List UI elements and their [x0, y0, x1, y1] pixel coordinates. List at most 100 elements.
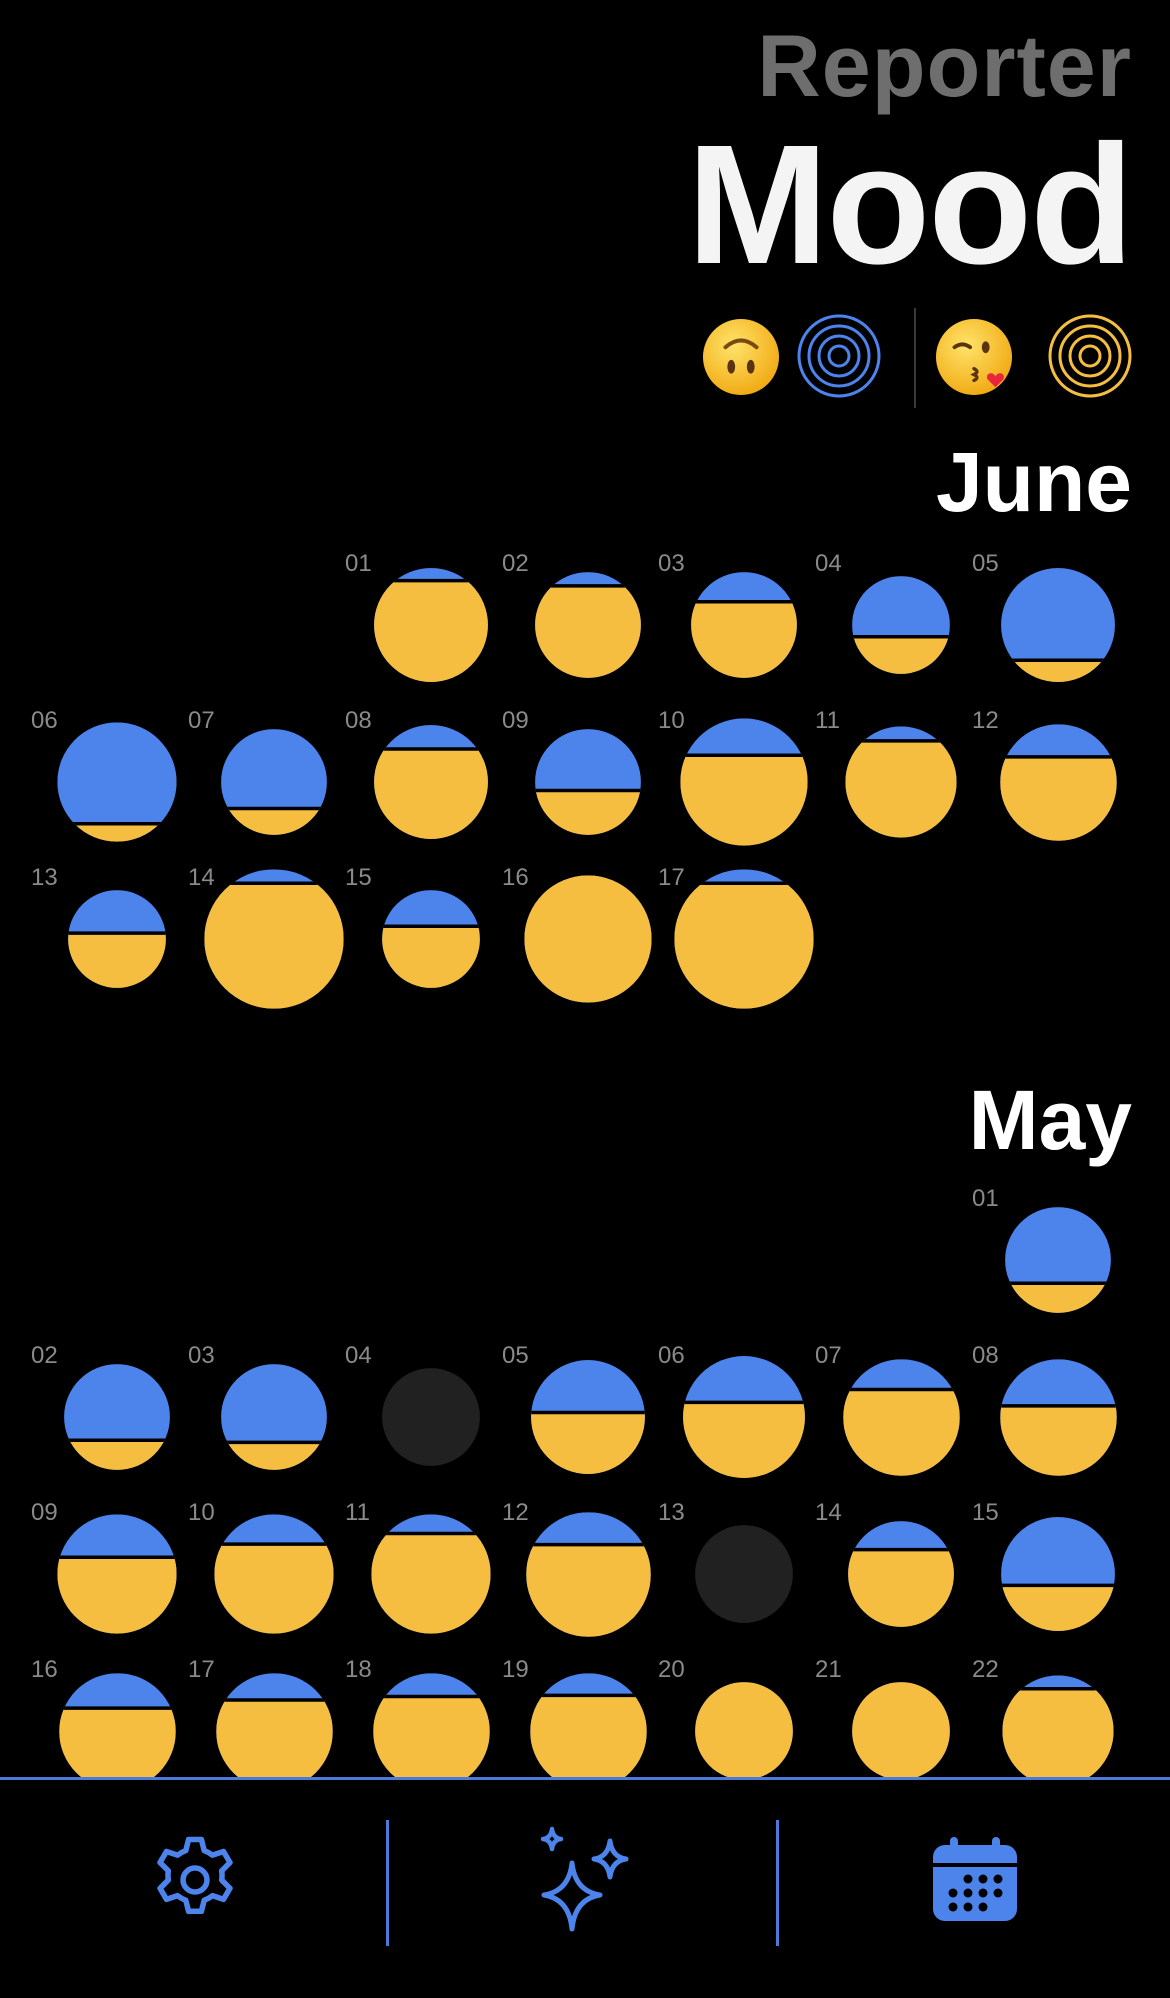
day-mood-circle[interactable] [61, 1361, 173, 1473]
mood-high-segment [842, 1389, 960, 1476]
day-label: 16 [31, 1656, 58, 1683]
app-subtitle: Reporter [757, 16, 1132, 115]
mood-high-segment [691, 601, 797, 678]
day-mood-circle[interactable] [54, 719, 180, 845]
day-mood-circle[interactable] [998, 1514, 1118, 1634]
day-mood-circle[interactable] [218, 726, 330, 838]
day-mood-circle[interactable] [671, 866, 817, 1012]
calendar-button[interactable] [915, 1820, 1035, 1940]
day-mood-circle[interactable] [849, 573, 953, 677]
day-mood-circle[interactable] [842, 723, 960, 841]
day-label: 09 [31, 1499, 58, 1526]
legend-divider [914, 308, 916, 408]
mood-high-segment [382, 926, 480, 988]
day-mood-circle[interactable] [218, 1361, 330, 1473]
day-mood-circle[interactable] [680, 1353, 808, 1481]
day-mood-circle[interactable] [54, 1511, 180, 1637]
day-label: 20 [658, 1656, 685, 1683]
day-mood-circle[interactable] [371, 565, 491, 685]
day-label: 14 [815, 1499, 842, 1526]
page-title: Mood [686, 110, 1134, 300]
day-mood-circle[interactable] [211, 1511, 337, 1637]
day-mood-circle[interactable] [371, 722, 491, 842]
day-mood-circle[interactable] [201, 866, 347, 1012]
day-mood-circle[interactable] [998, 565, 1118, 685]
mood-high-segment [845, 740, 957, 838]
day-mood-circle[interactable] [688, 569, 800, 681]
high-mood-rings-icon [1048, 314, 1132, 398]
upside-down-face-icon [702, 318, 780, 396]
gear-icon [157, 1836, 233, 1915]
mood-high-segment [680, 755, 808, 846]
mood-high-segment [215, 1699, 333, 1790]
day-label: 04 [815, 550, 842, 577]
mood-high-segment [999, 1405, 1117, 1476]
day-mood-circle[interactable] [692, 1522, 796, 1626]
mood-low-segment [57, 722, 177, 842]
mood-high-segment [204, 883, 344, 1009]
mood-high-segment [214, 1544, 334, 1634]
day-mood-circle[interactable] [1002, 1204, 1114, 1316]
day-mood-circle[interactable] [528, 1357, 648, 1477]
mood-high-segment [1002, 1688, 1114, 1787]
mood-legend [702, 308, 1132, 408]
day-mood-circle[interactable] [849, 1679, 953, 1783]
day-mood-circle[interactable] [677, 715, 811, 849]
tab-divider [776, 1820, 779, 1946]
day-mood-circle[interactable] [997, 1356, 1120, 1479]
day-mood-circle[interactable] [379, 1365, 483, 1469]
day-label: 15 [345, 864, 372, 891]
day-mood-circle[interactable] [523, 1509, 654, 1640]
day-mood-circle[interactable] [370, 1670, 493, 1793]
day-label: 11 [345, 1499, 370, 1526]
day-mood-circle[interactable] [368, 1511, 494, 1637]
day-label: 05 [972, 550, 999, 577]
day-mood-circle[interactable] [379, 887, 483, 991]
bottom-tab-bar [0, 1777, 1170, 1998]
mood-high-segment [371, 1533, 491, 1634]
day-mood-circle[interactable] [532, 726, 644, 838]
day-mood-circle[interactable] [997, 721, 1120, 844]
day-mood-circle[interactable] [527, 1670, 650, 1793]
day-mood-circle[interactable] [56, 1670, 179, 1793]
mood-high-segment [674, 883, 814, 1009]
day-label: 09 [502, 707, 529, 734]
mood-high-segment [57, 1557, 177, 1634]
day-label: 08 [345, 707, 372, 734]
day-label: 07 [188, 707, 215, 734]
month-title-june: June [935, 435, 1132, 529]
low-mood-rings-icon [797, 314, 881, 398]
mood-high-segment [683, 1402, 805, 1478]
day-label: 06 [658, 1342, 685, 1369]
day-label: 03 [658, 550, 685, 577]
month-title-may: May [968, 1073, 1132, 1167]
mood-high-segment [525, 1544, 651, 1637]
day-mood-circle[interactable] [521, 872, 655, 1006]
day-mood-circle[interactable] [845, 1518, 957, 1630]
day-mood-circle[interactable] [532, 569, 644, 681]
calendar-icon [933, 1837, 1017, 1921]
mood-high-segment [68, 933, 166, 988]
day-label: 01 [972, 1185, 999, 1212]
day-label: 21 [815, 1656, 842, 1683]
mood-high-segment [535, 585, 641, 678]
empty-day-circle [695, 1525, 793, 1623]
day-label: 19 [502, 1656, 529, 1683]
day-label: 04 [345, 1342, 372, 1369]
mood-high-segment [852, 1682, 950, 1780]
mood-high-segment [372, 1696, 490, 1790]
day-mood-circle[interactable] [840, 1356, 963, 1479]
day-mood-circle[interactable] [65, 887, 169, 991]
day-mood-circle[interactable] [999, 1672, 1117, 1790]
day-mood-circle[interactable] [213, 1670, 336, 1793]
settings-button[interactable] [135, 1820, 255, 1940]
day-label: 17 [188, 1656, 215, 1683]
day-label: 17 [658, 864, 685, 891]
day-label: 12 [502, 1499, 529, 1526]
day-label: 10 [658, 707, 685, 734]
insights-button[interactable] [525, 1820, 645, 1940]
mood-high-segment [374, 748, 488, 839]
day-label: 03 [188, 1342, 215, 1369]
day-mood-circle[interactable] [692, 1679, 796, 1783]
mood-high-segment [529, 1694, 647, 1790]
